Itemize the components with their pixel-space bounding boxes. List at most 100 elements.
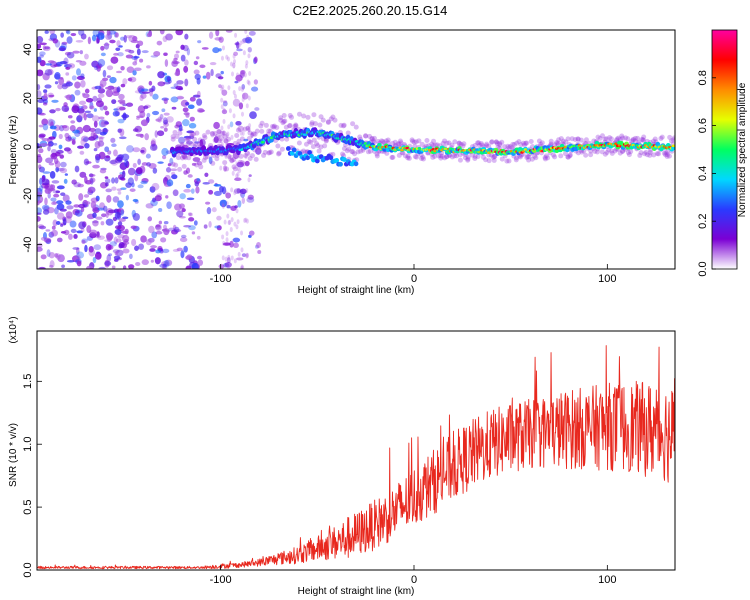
spectrogram-cell	[352, 151, 358, 157]
spectrogram-cell	[170, 161, 176, 167]
spectrogram-cell	[497, 140, 503, 146]
spectrogram-cell	[84, 110, 92, 114]
spectrogram-cell	[186, 155, 192, 161]
spectrogram-cell	[72, 103, 80, 112]
spectrogram-cell	[190, 188, 195, 194]
spectrogram-cell	[71, 138, 76, 145]
spectrogram-cell	[221, 130, 227, 136]
spectrogram-cell	[235, 127, 241, 133]
spectrogram-cell	[309, 120, 315, 126]
spectrogram-cell	[88, 246, 94, 253]
spectrogram-cell	[548, 141, 554, 147]
spectrogram-cell	[195, 56, 200, 60]
spectrogram-cell	[239, 130, 243, 136]
spectrogram-cell	[672, 135, 675, 141]
spectrogram-cell	[194, 141, 200, 144]
spectrogram-cell	[119, 128, 125, 137]
spectrogram-cell	[102, 69, 107, 78]
spectrogram-cell	[122, 216, 129, 220]
spectrogram-cell	[241, 265, 245, 269]
spectrogram-cell	[225, 30, 233, 33]
spectrogram-cell	[54, 72, 61, 80]
spectrogram-cell	[569, 136, 575, 142]
spectrogram-cell	[222, 118, 226, 124]
spectrogram-cell	[135, 262, 141, 267]
spectrogram-cell	[41, 118, 49, 126]
spectrogram-cell	[76, 68, 82, 76]
spectrogram-cell	[80, 79, 86, 88]
spectrogram-cell	[338, 122, 344, 128]
spectrogram-cell	[178, 124, 183, 132]
spectrogram-cell	[507, 144, 513, 150]
spectrogram-cell	[444, 153, 450, 159]
spectrogram-cell	[224, 261, 232, 268]
spectrogram-cell	[470, 152, 476, 158]
spectrogram-cell	[560, 138, 566, 144]
spectrogram-cell	[241, 84, 246, 90]
snr-axes: -100 0 100 0.0 0.5 1.0 1.5	[22, 374, 617, 586]
spectrogram-cell	[494, 141, 500, 147]
spectrogram-cell	[216, 138, 222, 144]
spectrogram-cell	[64, 173, 68, 176]
spectrogram-cell	[227, 254, 231, 260]
spectrogram-cell	[253, 56, 258, 64]
spectrogram-cell	[184, 78, 189, 87]
spectrogram-cell	[311, 112, 317, 118]
spectrogram-cell	[259, 120, 265, 126]
spectrogram-cell	[346, 146, 352, 152]
spectrogram-cell	[140, 149, 145, 153]
spectrogram-cell	[630, 136, 636, 142]
spectrogram-cell	[37, 36, 44, 44]
spectrogram-cell	[220, 97, 224, 103]
spectrogram-cell	[47, 145, 51, 152]
spectrogram-cell	[48, 94, 55, 98]
spectrogram-cell	[37, 207, 43, 215]
spectrogram-cell	[65, 81, 73, 87]
spectrogram-cell	[644, 152, 650, 158]
spectrogram-cell	[245, 188, 249, 194]
spectrogram-cell	[367, 148, 373, 154]
spectrogram-cell	[397, 138, 403, 144]
spectrogram-cell	[654, 151, 660, 157]
spectrogram-cell	[79, 171, 87, 178]
spectrogram-cell	[143, 105, 149, 110]
spectrogram-cell	[652, 136, 658, 142]
spectrogram-cell	[528, 139, 534, 145]
spectrogram-cell	[456, 140, 462, 146]
spectrogram-cell	[234, 32, 238, 38]
spectrogram-cell	[51, 229, 58, 237]
spectrogram-cell	[229, 240, 234, 248]
spectrogram-cell	[196, 235, 201, 240]
spectrogram-cell	[241, 92, 249, 100]
spectrogram-cell	[504, 158, 510, 164]
spectrogram-cell	[113, 52, 119, 56]
spectrogram-cell	[478, 141, 484, 147]
spectrogram-cell	[116, 86, 121, 93]
spectrogram-cell	[183, 224, 192, 228]
spectrogram-cell	[278, 117, 284, 123]
spectrogram-cell	[101, 128, 109, 133]
spectrogram-cell	[180, 54, 186, 62]
spectrogram-cell	[556, 137, 562, 143]
spectrogram-cell	[72, 247, 80, 250]
spectrogram-cell	[149, 144, 158, 151]
spectrogram-cell	[253, 156, 259, 162]
spectrogram-cell	[221, 109, 228, 115]
spectrogram-cell	[155, 224, 161, 228]
snr-frame	[36, 330, 676, 571]
spectrogram-cell	[156, 40, 163, 46]
spectrogram-cell	[592, 148, 598, 154]
spectrogram-cell	[575, 136, 581, 142]
spectrogram-cell	[276, 151, 282, 157]
spectrogram-cell	[65, 72, 70, 76]
spectrogram-cell	[363, 142, 368, 145]
spectrogram-cell	[67, 63, 76, 69]
spectrogram-cell	[58, 144, 63, 150]
spectrogram-cell	[159, 263, 168, 268]
spectrogram-cell	[205, 129, 211, 135]
spectrogram-cell	[286, 123, 292, 129]
spectrogram-cell	[137, 105, 146, 113]
spectrogram-cell	[182, 118, 190, 127]
spectrogram-cell	[39, 54, 44, 58]
spectrogram-cell	[226, 56, 230, 62]
